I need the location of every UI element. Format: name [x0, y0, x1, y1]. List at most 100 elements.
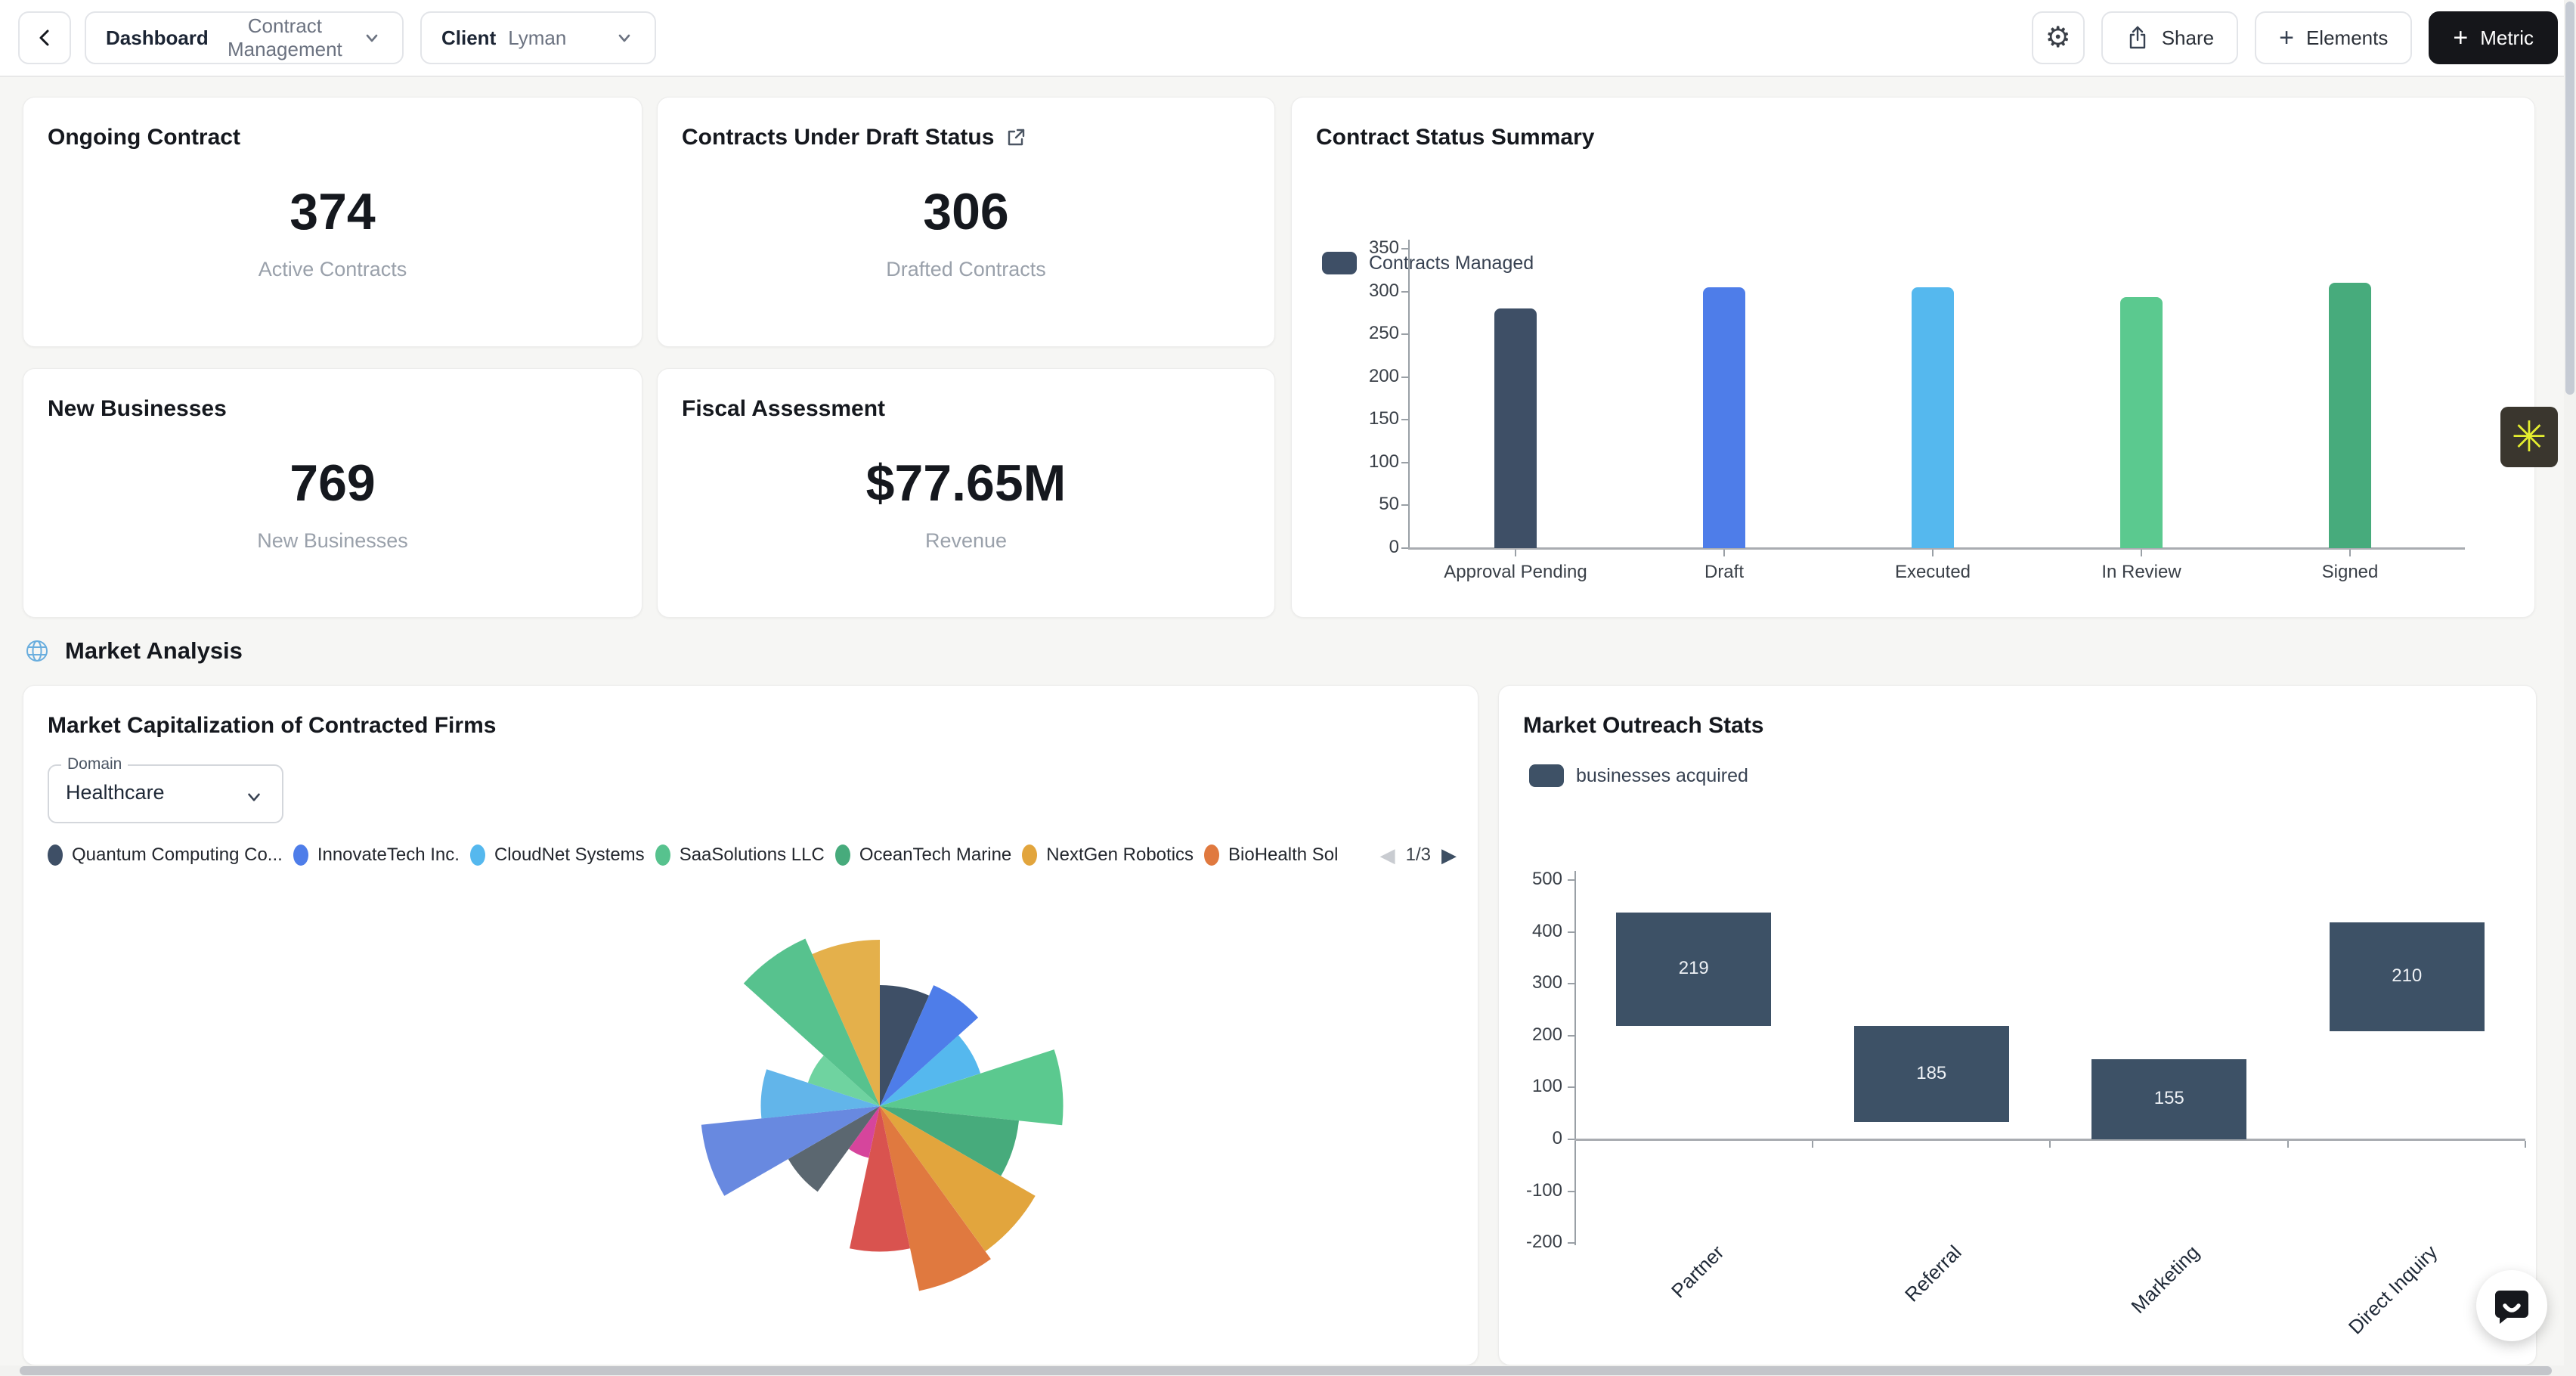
- bar-referral: 185: [1853, 1026, 2009, 1123]
- stat-value: 374: [289, 183, 376, 240]
- stat-value: 769: [289, 454, 376, 512]
- legend-swatch: [1529, 764, 1564, 787]
- y-tick-mark: [1401, 461, 1408, 463]
- firm-legend-item[interactable]: Quantum Computing Co...: [48, 845, 283, 866]
- bar-approval-pending: [1494, 308, 1537, 548]
- y-tick-mark: [1401, 504, 1408, 507]
- x-category-label: Draft: [1704, 562, 1744, 582]
- settings-button[interactable]: ⚙: [2031, 11, 2085, 64]
- x-tick-mark: [2349, 550, 2351, 556]
- y-tick-mark: [1568, 1190, 1574, 1192]
- y-tick-mark: [1568, 1034, 1574, 1037]
- gear-icon: ⚙: [2045, 22, 2071, 54]
- rose-sector[interactable]: [807, 1055, 880, 1106]
- chart-legend[interactable]: businesses acquired: [1529, 764, 1748, 787]
- waterfall-chart-plot: -200 -100 0 100 200 300 400 500 219 Partner 185 Ref…: [1499, 686, 2536, 1365]
- y-tick-mark: [1401, 333, 1408, 336]
- firm-legend-marker: [1022, 845, 1038, 866]
- firm-legend-item[interactable]: NextGen Robotics: [1022, 845, 1194, 866]
- firm-legend-item[interactable]: SaaSolutions LLC: [655, 845, 825, 866]
- rose-sector[interactable]: [743, 938, 880, 1107]
- y-tick-mark: [1401, 290, 1408, 293]
- dashboard-selector-label: Dashboard: [106, 26, 209, 49]
- share-icon: [2126, 25, 2150, 51]
- x-category-label: Marketing: [2126, 1241, 2204, 1318]
- section-title: Market Analysis: [65, 637, 243, 664]
- rose-sector[interactable]: [880, 985, 979, 1106]
- y-tick-mark: [1568, 1139, 1574, 1140]
- domain-select[interactable]: Domain Healthcare: [48, 755, 283, 823]
- bar-chart-plot: 0 50 100 150 200 250 300 350 Approval Pending Dra…: [1292, 98, 2534, 617]
- rose-sector[interactable]: [760, 1069, 880, 1119]
- x-tick-mark: [1515, 550, 1516, 556]
- x-tick-mark: [1932, 550, 1934, 556]
- market-outreach-card: Market Outreach Stats businesses acquire…: [1498, 685, 2537, 1365]
- horizontal-scrollbar-thumb[interactable]: [20, 1366, 2552, 1375]
- bar-partner: 219: [1616, 912, 1772, 1026]
- chart-legend[interactable]: Contracts Managed: [1322, 252, 1534, 274]
- firm-legend-item[interactable]: BioHealth Sol: [1204, 845, 1338, 866]
- add-elements-button[interactable]: + Elements: [2255, 11, 2413, 64]
- firm-legend-marker: [469, 845, 485, 866]
- vertical-scrollbar-thumb[interactable]: [2565, 2, 2574, 395]
- firm-legend-item[interactable]: InnovateTech Inc.: [293, 845, 460, 866]
- rose-sector[interactable]: [880, 1049, 1064, 1126]
- y-axis-line: [1574, 871, 1576, 1245]
- y-tick-mark: [1568, 1242, 1574, 1244]
- legend-pager: ◀ 1/3 ▶: [1380, 844, 1457, 867]
- add-metric-button[interactable]: + Metric: [2429, 11, 2558, 64]
- feedback-widget-tab[interactable]: ✳: [2500, 407, 2558, 467]
- share-button[interactable]: Share: [2101, 11, 2239, 64]
- firm-legend-item[interactable]: OceanTech Marine: [834, 845, 1011, 866]
- caret-right-icon[interactable]: ▶: [1441, 843, 1457, 866]
- bar-signed: [2329, 283, 2371, 548]
- chevron-down-icon: [361, 27, 382, 48]
- firm-legend-marker: [655, 845, 670, 866]
- stat-subtitle: Revenue: [924, 529, 1008, 552]
- bar-in-review: [2120, 297, 2163, 548]
- y-tick-label: 50: [1379, 494, 1399, 515]
- y-tick-label: 0: [1552, 1128, 1562, 1148]
- y-tick-label: 250: [1368, 323, 1399, 344]
- client-selector[interactable]: Client Lyman: [420, 11, 656, 64]
- rose-chart[interactable]: [23, 686, 1478, 1365]
- chat-launcher-button[interactable]: [2476, 1270, 2547, 1341]
- dashboard-selector[interactable]: Dashboard Contract Management: [85, 11, 404, 64]
- rose-sector[interactable]: [880, 1106, 1019, 1176]
- x-tick-mark: [1723, 550, 1725, 556]
- rose-sector[interactable]: [701, 1106, 880, 1196]
- y-tick-label: 150: [1368, 408, 1399, 429]
- card-title: Fiscal Assessment: [682, 396, 886, 421]
- stat-subtitle: New Businesses: [257, 529, 408, 552]
- elements-button-label: Elements: [2305, 26, 2389, 49]
- y-tick-label: -200: [1525, 1232, 1562, 1253]
- firm-legend-item[interactable]: CloudNet Systems: [469, 845, 645, 866]
- chevron-down-icon: [243, 786, 265, 808]
- rose-sector[interactable]: [788, 1106, 880, 1192]
- rose-sector[interactable]: [880, 1106, 1036, 1252]
- rose-sector[interactable]: [880, 1106, 991, 1291]
- back-button[interactable]: [18, 11, 71, 64]
- firm-legend-label: BioHealth Sol: [1228, 845, 1339, 865]
- legend-label: Contracts Managed: [1369, 252, 1534, 274]
- card-title: Ongoing Contract: [48, 125, 240, 150]
- card-title-row: Contracts Under Draft Status: [682, 125, 1027, 150]
- bar-value-label: 210: [2392, 965, 2423, 987]
- contract-status-summary-card: Contract Status Summary Contracts Manage…: [1291, 97, 2535, 618]
- rose-sector[interactable]: [812, 940, 881, 1106]
- rose-sector[interactable]: [880, 1035, 981, 1106]
- external-link-icon[interactable]: [1005, 126, 1027, 149]
- rose-sector[interactable]: [850, 1106, 910, 1252]
- stat-card-contracts-under-draft: Contracts Under Draft Status 306 Drafted…: [657, 97, 1275, 347]
- plus-icon: +: [2453, 23, 2469, 52]
- rose-sector[interactable]: [848, 1106, 880, 1158]
- zero-line: [1574, 1139, 2525, 1141]
- rose-sector[interactable]: [880, 985, 930, 1106]
- chevron-down-icon: [614, 27, 635, 48]
- caret-left-icon[interactable]: ◀: [1379, 843, 1395, 866]
- y-tick-label: 500: [1531, 869, 1562, 889]
- client-selector-label: Client: [441, 26, 497, 49]
- horizontal-scrollbar[interactable]: [0, 1365, 2576, 1376]
- vertical-scrollbar[interactable]: [2564, 0, 2576, 1376]
- y-tick-mark: [1401, 419, 1408, 421]
